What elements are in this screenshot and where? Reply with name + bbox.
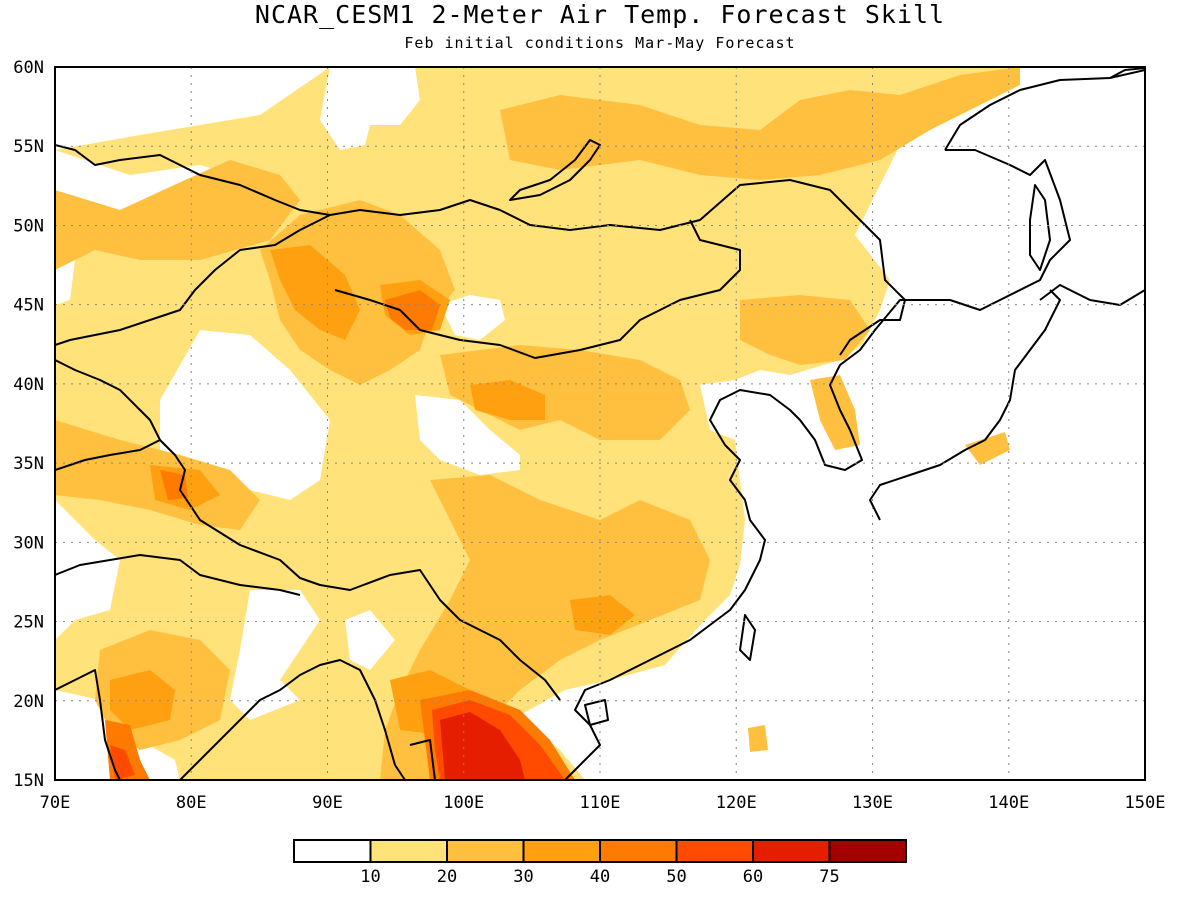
- colorbar-label: 10: [360, 867, 380, 887]
- skill-region-30-40: [110, 670, 175, 730]
- grid-layer: [55, 67, 1145, 780]
- chart-subtitle: Feb initial conditions Mar-May Forecast: [404, 34, 796, 52]
- lat-tick-labels: 60N 55N 50N 45N 40N 35N 30N 25N 20N 15N: [13, 58, 44, 791]
- national-border: [334, 219, 741, 359]
- colorbar-label: 20: [437, 867, 457, 887]
- japan-hokkaido: [1039, 284, 1145, 306]
- lon-tick-label: 140E: [988, 793, 1029, 813]
- skill-region-below-10: [415, 395, 520, 475]
- skill-region-40-50: [385, 290, 440, 330]
- lat-tick-label: 55N: [13, 137, 44, 157]
- lat-tick-label: 40N: [13, 375, 44, 395]
- skill-region-20-30: [740, 295, 870, 365]
- lon-tick-label: 70E: [40, 793, 71, 813]
- skill-region-20-30: [748, 725, 768, 752]
- lake-baikal: [509, 139, 601, 201]
- skill-region-20-30: [810, 375, 860, 450]
- lat-tick-label: 45N: [13, 296, 44, 316]
- lon-tick-labels: 70E 80E 90E 100E 110E 120E 130E 140E 150E: [40, 793, 1166, 813]
- sakhalin: [1029, 184, 1051, 271]
- lon-tick-label: 90E: [312, 793, 343, 813]
- skill-fill-layer: [55, 67, 1020, 780]
- skill-region-20-30: [965, 432, 1010, 465]
- skill-region-30-40: [570, 595, 635, 635]
- lon-tick-label: 110E: [580, 793, 621, 813]
- colorbar-swatch: [599, 839, 678, 863]
- coastline: [179, 659, 406, 780]
- lat-tick-label: 25N: [13, 613, 44, 633]
- national-border: [55, 214, 331, 346]
- colorbar-label: 50: [666, 867, 686, 887]
- colorbar-swatch: [675, 839, 754, 863]
- skill-region-below-10: [55, 500, 120, 640]
- coastline: [409, 739, 436, 780]
- colorbar-label: 75: [819, 867, 839, 887]
- lat-tick-label: 20N: [13, 692, 44, 712]
- japan-honshu: [869, 289, 1061, 521]
- national-border: [55, 144, 906, 356]
- kamchatka-coast: [1109, 67, 1145, 79]
- taiwan-island: [739, 614, 756, 661]
- national-border: [159, 439, 561, 701]
- lon-tick-label: 150E: [1125, 793, 1166, 813]
- lon-tick-label: 130E: [852, 793, 893, 813]
- skill-region-20-30: [55, 160, 300, 270]
- lat-tick-label: 50N: [13, 216, 44, 236]
- colorbar-swatch: [446, 839, 525, 863]
- skill-region-below-10: [160, 330, 330, 500]
- colorbar-label: 40: [590, 867, 610, 887]
- colorbar-swatch: [828, 839, 907, 863]
- skill-region-60-75: [440, 712, 525, 780]
- lon-tick-label: 100E: [443, 793, 484, 813]
- skill-region-below-10: [320, 67, 420, 150]
- lat-tick-label: 30N: [13, 533, 44, 553]
- colorbar-swatch: [752, 839, 831, 863]
- skill-region-30-40: [270, 245, 360, 340]
- colorbar-label: 30: [513, 867, 533, 887]
- colorbar-swatch: [293, 839, 372, 863]
- chart-title: NCAR_CESM1 2-Meter Air Temp. Forecast Sk…: [254, 0, 946, 29]
- skill-region-20-30: [500, 67, 1020, 180]
- coastline: [55, 669, 121, 780]
- lat-tick-label: 60N: [13, 58, 44, 78]
- map-frame: [54, 66, 1146, 781]
- skill-region-below-10: [345, 610, 395, 670]
- coastline-layer: [55, 67, 1145, 780]
- skill-region-below-10: [230, 590, 320, 720]
- lat-tick-label: 35N: [13, 454, 44, 474]
- lat-tick-label: 15N: [13, 771, 44, 791]
- national-border: [55, 359, 161, 471]
- lon-tick-label: 80E: [176, 793, 207, 813]
- skill-region-30-40: [470, 380, 545, 420]
- colorbar-swatch: [369, 839, 448, 863]
- national-border: [55, 554, 301, 596]
- colorbar-swatch: [522, 839, 601, 863]
- colorbar-label: 60: [743, 867, 763, 887]
- coastline: [564, 149, 1071, 780]
- hainan-island: [584, 699, 609, 726]
- colorbar: 10 20 30 40 50 60 75: [293, 839, 907, 887]
- skill-region-below-10: [440, 295, 505, 340]
- lon-tick-label: 120E: [716, 793, 757, 813]
